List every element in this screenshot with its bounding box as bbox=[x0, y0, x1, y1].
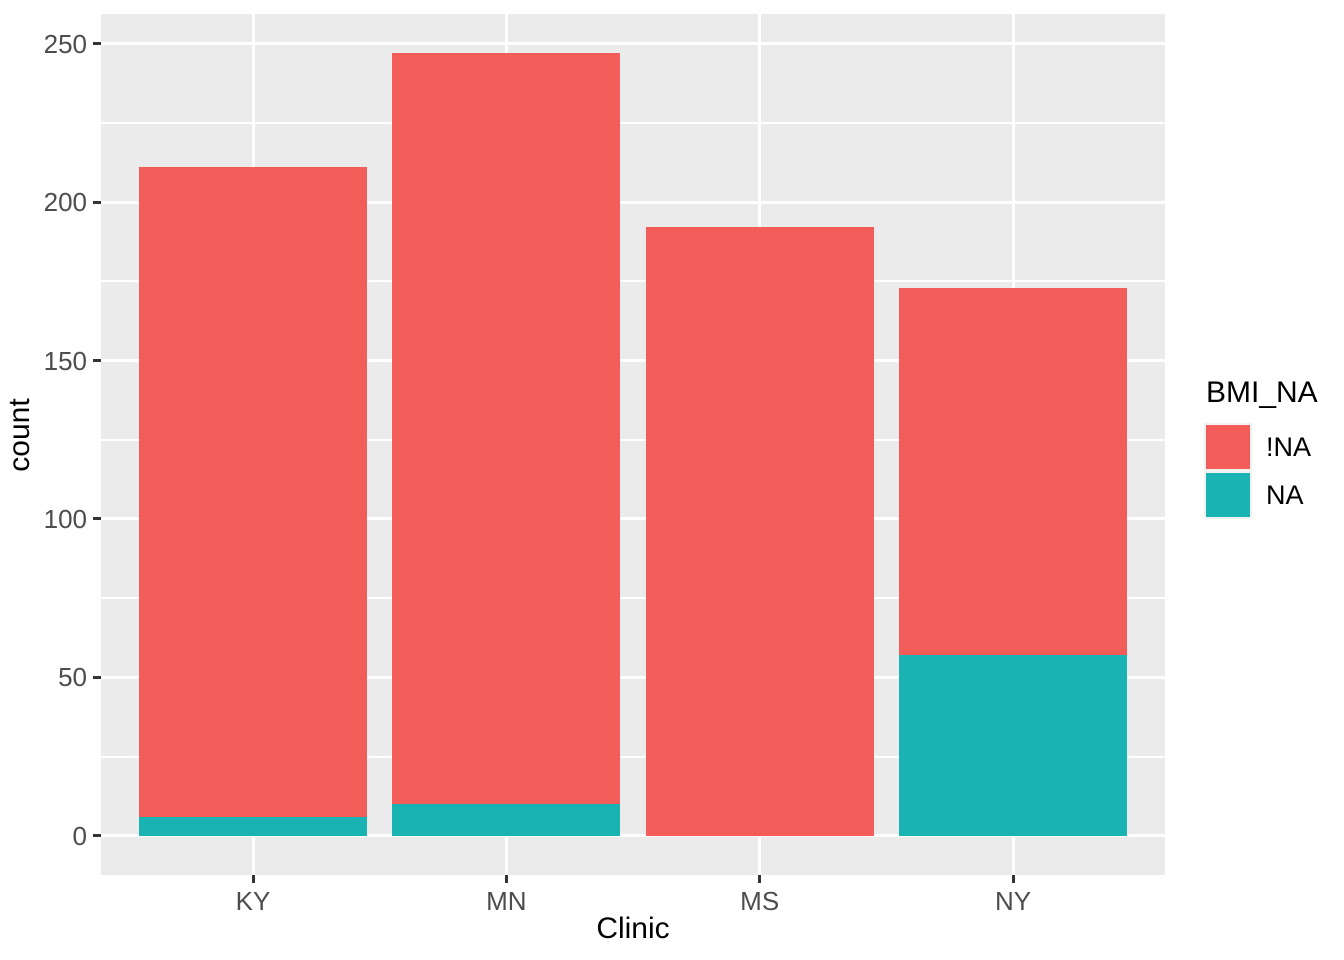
bar-segment-KY-!NA bbox=[139, 167, 367, 817]
y-tick-label: 250 bbox=[43, 28, 87, 59]
y-tick-label: 50 bbox=[58, 662, 87, 693]
x-tick-label: KY bbox=[235, 886, 271, 916]
bar-segment-KY-NA bbox=[139, 816, 367, 836]
minor-gridline bbox=[101, 121, 1165, 124]
y-tick bbox=[93, 834, 101, 838]
legend-key bbox=[1204, 471, 1252, 519]
legend-label: NA bbox=[1266, 479, 1304, 510]
y-tick-label: 0 bbox=[72, 820, 87, 851]
major-gridline bbox=[101, 359, 1165, 363]
major-gridline bbox=[101, 517, 1165, 521]
legend-entry: NA bbox=[1204, 471, 1318, 519]
legend-label: !NA bbox=[1266, 431, 1312, 462]
minor-gridline bbox=[101, 597, 1165, 600]
major-gridline bbox=[101, 834, 1165, 838]
y-tick-label: 200 bbox=[43, 187, 87, 218]
x-tick-label: MN bbox=[486, 886, 527, 916]
bar-segment-MN-NA bbox=[392, 804, 621, 836]
legend-keys: !NA NA bbox=[1204, 423, 1318, 519]
plot-panel bbox=[101, 14, 1165, 875]
x-tick bbox=[251, 875, 255, 883]
legend-key bbox=[1204, 423, 1252, 471]
minor-gridline bbox=[101, 438, 1165, 441]
y-tick bbox=[93, 359, 101, 363]
legend-entry: !NA bbox=[1204, 423, 1318, 471]
legend-swatch-NA bbox=[1206, 473, 1250, 517]
x-tick bbox=[758, 875, 762, 883]
y-tick bbox=[93, 200, 101, 204]
x-tick bbox=[504, 875, 508, 883]
y-tick bbox=[93, 42, 101, 46]
minor-gridline bbox=[101, 755, 1165, 758]
y-tick bbox=[93, 675, 101, 679]
minor-gridline bbox=[101, 280, 1165, 283]
legend: BMI_NA !NA NA bbox=[1204, 376, 1318, 519]
x-tick bbox=[1011, 875, 1015, 883]
x-tick-label: NY bbox=[994, 886, 1032, 916]
bar-segment-MS-!NA bbox=[645, 227, 874, 836]
legend-swatch-!NA bbox=[1206, 425, 1250, 469]
x-axis-title: Clinic bbox=[596, 912, 670, 945]
y-tick bbox=[93, 517, 101, 521]
y-tick-label: 150 bbox=[43, 345, 87, 376]
y-axis-title: count bbox=[3, 398, 36, 472]
bar-segment-MN-!NA bbox=[392, 53, 621, 805]
major-gridline bbox=[101, 675, 1165, 679]
y-tick-label: 100 bbox=[43, 503, 87, 534]
bar-segment-NY-!NA bbox=[899, 287, 1127, 656]
x-tick-label: MS bbox=[740, 886, 780, 916]
major-gridline bbox=[101, 42, 1165, 46]
legend-title: BMI_NA bbox=[1206, 376, 1318, 409]
bar-segment-NY-NA bbox=[899, 655, 1127, 836]
major-gridline bbox=[101, 200, 1165, 204]
